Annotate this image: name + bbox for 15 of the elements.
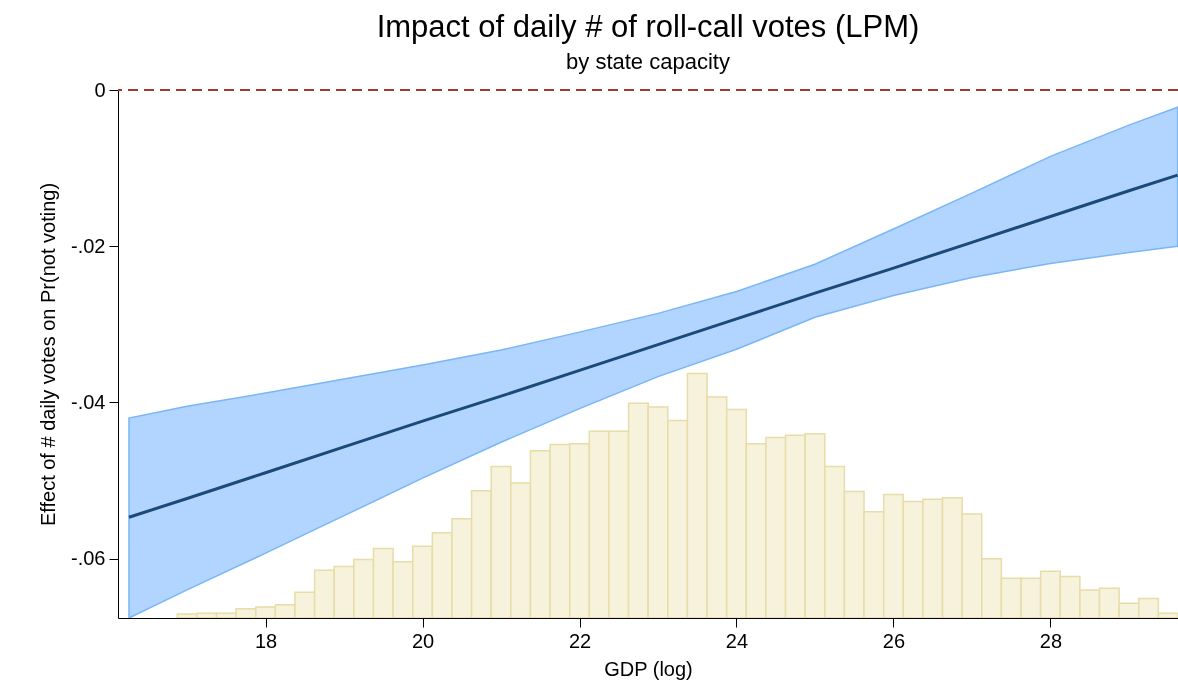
line-series: [127, 173, 1178, 519]
chart-title: Impact of daily # of roll-call votes (LPM): [376, 9, 920, 44]
y-tick-label: -.06: [71, 547, 106, 570]
chart-subtitle: by state capacity: [566, 49, 730, 74]
y-tick-label: -.02: [71, 234, 106, 257]
x-tick-label: 20: [411, 629, 435, 652]
x-axis-title: GDP (log): [604, 657, 693, 680]
x-tick-label: 18: [254, 629, 278, 652]
x-tick-label: 26: [882, 629, 906, 652]
x-tick-label: 28: [1039, 629, 1063, 652]
y-tick-label: -.04: [71, 390, 106, 413]
y-tick-label: 0: [94, 78, 106, 101]
y-axis-title: Effect of # daily votes on Pr(not voting): [37, 182, 60, 527]
x-tick-label: 24: [725, 629, 749, 652]
x-tick-label: 22: [568, 629, 592, 652]
